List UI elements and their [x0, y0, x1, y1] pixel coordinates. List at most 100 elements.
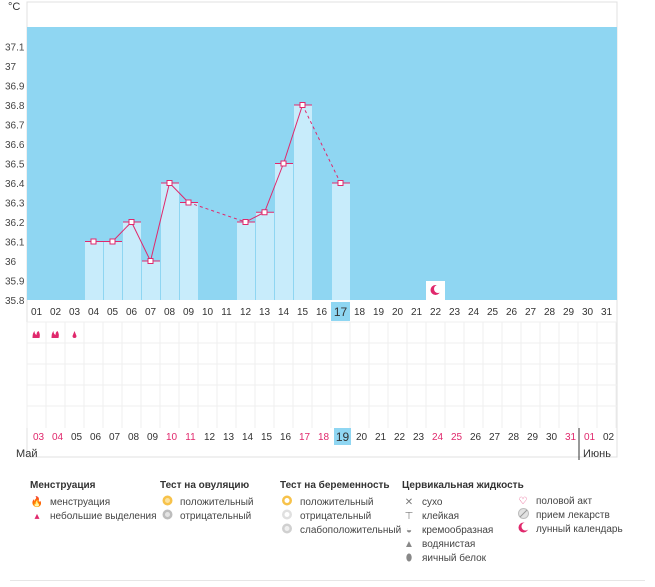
temp-point — [147, 258, 154, 264]
cycle-date: 31 — [565, 432, 577, 443]
cycle-date: 24 — [432, 432, 444, 443]
day-label: 22 — [430, 307, 442, 318]
temp-point — [109, 238, 116, 245]
cycle-date: 20 — [356, 432, 368, 443]
legend-title: Тест на беременность — [280, 480, 390, 491]
x-axis[interactable]: 01 02 03 04 05 06 07 08 09 10 11 12 13 14 15 16 17 18 19 20… — [31, 302, 613, 321]
legend-item: ⊤ клейкая — [402, 510, 524, 524]
legend-ovulation: Тест на овуляцию положительный отрицател… — [160, 480, 253, 524]
cycle-date: 13 — [223, 432, 235, 443]
cycle-date: 18 — [318, 432, 330, 443]
day-label: 16 — [316, 307, 328, 318]
watery-icon: ▲ — [404, 539, 414, 550]
egg-white-icon: ⬮ — [405, 553, 413, 564]
day-label: 11 — [221, 307, 232, 318]
cycle-date: 21 — [375, 432, 387, 443]
y-tick-label: 35.8 — [5, 296, 25, 307]
cycle-date: 23 — [413, 432, 425, 443]
day-label: 07 — [145, 307, 157, 318]
legend-label: водянистая — [422, 539, 476, 550]
day-label: 15 — [297, 307, 309, 318]
temp-point — [185, 199, 192, 206]
y-tick-label: 35.9 — [5, 277, 25, 288]
cycle-date: 07 — [109, 432, 121, 443]
temp-point — [166, 180, 173, 186]
cycle-date: 05 — [71, 432, 83, 443]
heart-icon: ♡ — [518, 496, 528, 507]
temp-bar — [237, 222, 255, 300]
day-label: 19 — [373, 307, 385, 318]
legend-fluid: Цервикальная жидкость ✕ сухо ⊤ клейкая ◒ кр… — [402, 480, 524, 566]
legend-label: отрицательный — [300, 511, 372, 522]
cycle-date-row: 03 04 05 06 07 08 09 10 11 12 13 14 15 16 17 18 19 20 21 22… — [33, 428, 615, 445]
legend-label: яичный белок — [422, 553, 487, 564]
grid — [26, 321, 617, 428]
legend-label: сухо — [422, 497, 443, 508]
cycle-date: 30 — [546, 432, 558, 443]
moon-icon — [516, 522, 530, 538]
temp-line — [283, 104, 303, 164]
y-tick-label: 36 — [5, 257, 17, 268]
legend-label: клейкая — [422, 511, 460, 522]
cycle-date: 17 — [299, 432, 311, 443]
temp-point — [242, 219, 249, 225]
moon-icon-cutout — [434, 285, 442, 293]
day-label: 24 — [468, 307, 480, 318]
creamy-icon: ◒ — [405, 525, 413, 536]
day-label: 14 — [278, 307, 290, 318]
temp-bar — [142, 261, 160, 300]
ovulation-negative-icon — [160, 509, 174, 525]
menstruation-icon: 🔥 — [30, 497, 44, 508]
cycle-date: 02 — [603, 432, 615, 443]
legend-item: ◒ кремообразная — [402, 524, 524, 538]
temp-line — [188, 202, 246, 223]
day-label: 27 — [525, 307, 537, 318]
temp-bar — [294, 105, 312, 300]
cycle-date: 06 — [90, 432, 102, 443]
cycle-date: 09 — [147, 432, 159, 443]
bbt-chart: °C 37.1 37 36.9 36.8 36.7 36.6 36.5 36.4 36.3 36.… — [5, 1, 618, 460]
legend-item: прием лекарств — [516, 508, 623, 524]
legend-label: небольшие выделения — [50, 511, 157, 522]
y-tick-label: 37 — [5, 62, 17, 73]
legend-item: 🔥 менструация — [30, 496, 157, 510]
legend-item: ✕ сухо — [402, 496, 524, 510]
day-label: 21 — [411, 307, 423, 318]
legend-title: Тест на овуляцию — [160, 480, 250, 491]
day-label: 04 — [88, 307, 100, 318]
day-label: 30 — [582, 307, 594, 318]
legend-item: ▴ небольшие выделения — [30, 510, 157, 524]
legend-label: слабоположительный — [300, 525, 402, 536]
cycle-date: 12 — [204, 432, 216, 443]
temp-bar — [180, 202, 198, 300]
y-tick-label: 36.4 — [5, 179, 25, 190]
y-tick-label: 36.2 — [5, 218, 25, 229]
temp-point — [280, 160, 287, 167]
legend-label: прием лекарств — [536, 510, 610, 521]
y-axis: 37.1 37 36.9 36.8 36.7 36.6 36.5 36.4 36.3 36.2 36… — [5, 43, 25, 308]
day-label: 05 — [107, 307, 119, 318]
temp-line — [150, 182, 170, 262]
day-label: 02 — [50, 307, 62, 318]
cycle-date: 29 — [527, 432, 539, 443]
legend-label: лунный календарь — [536, 524, 623, 535]
cycle-date: 15 — [261, 432, 273, 443]
temp-point — [299, 102, 306, 108]
dry-icon: ✕ — [404, 497, 414, 508]
temp-bar — [275, 163, 293, 300]
legend-item: отрицательный — [280, 509, 401, 524]
legend-item: слабоположительный — [280, 523, 402, 538]
cycle-date: 27 — [489, 432, 501, 443]
legend-label: положительный — [300, 497, 374, 508]
sticky-icon: ⊤ — [404, 511, 414, 522]
temp-line — [112, 221, 132, 242]
y-tick-label: 36.1 — [5, 238, 25, 249]
y-tick-label: 36.9 — [5, 82, 25, 93]
day-label: 06 — [126, 307, 138, 318]
day-label: 12 — [240, 307, 252, 318]
cycle-date: 26 — [470, 432, 482, 443]
legend-title: Цервикальная жидкость — [402, 480, 524, 491]
temp-bar — [332, 183, 350, 300]
pill-icon — [516, 508, 530, 524]
cycle-date-highlight — [334, 428, 351, 445]
